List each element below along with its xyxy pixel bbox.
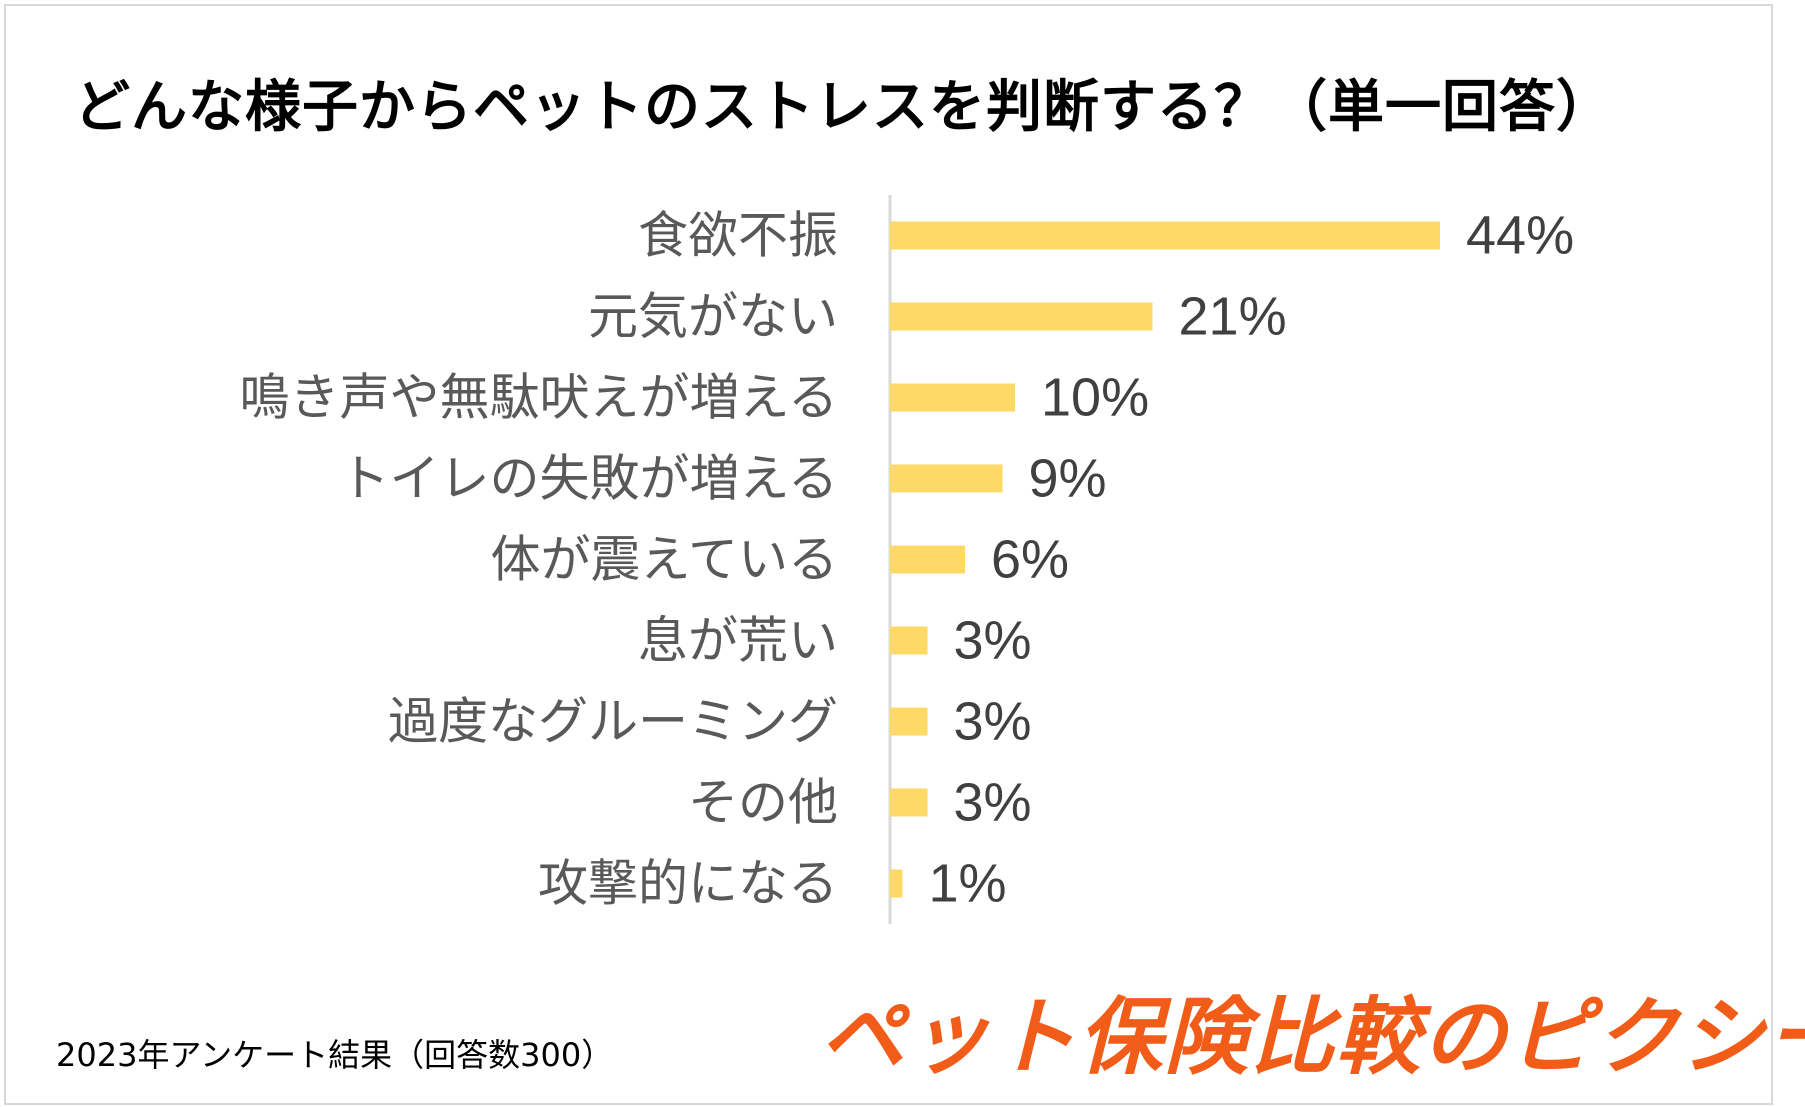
bar [890,383,1015,412]
bar [890,302,1153,331]
value-label: 44% [1466,206,1574,266]
category-label: 食欲不振 [638,207,838,265]
category-label: 元気がない [588,288,838,346]
bar [890,545,965,574]
bar [890,869,903,898]
chart-title: どんな様子からペットのストレスを判断する？（単一回答） [74,75,1613,140]
value-label: 3% [954,692,1032,752]
value-label: 10% [1041,368,1149,428]
category-label: 鳴き声や無駄吠えが増える [240,369,839,427]
brand-logo: ペット保険比較のピクシー [820,988,1805,1086]
bar [890,221,1440,250]
category-label: 体が震えている [491,531,839,589]
bar [890,707,928,736]
category-label: 攻撃的になる [538,855,838,913]
value-label: 6% [991,530,1069,590]
value-label: 3% [954,773,1032,833]
bar [890,464,1003,493]
survey-footnote: 2023年アンケート結果（回答数300） [56,1036,614,1074]
category-label: その他 [688,774,838,832]
category-label: 過度なグルーミング [388,693,838,751]
bar [890,626,928,655]
value-label: 1% [929,854,1007,914]
value-label: 21% [1179,287,1287,347]
bar [890,788,928,817]
category-label: 息が荒い [638,612,838,670]
value-label: 9% [1029,449,1107,509]
category-label: トイレの失敗が増える [340,450,839,508]
value-label: 3% [954,611,1032,671]
